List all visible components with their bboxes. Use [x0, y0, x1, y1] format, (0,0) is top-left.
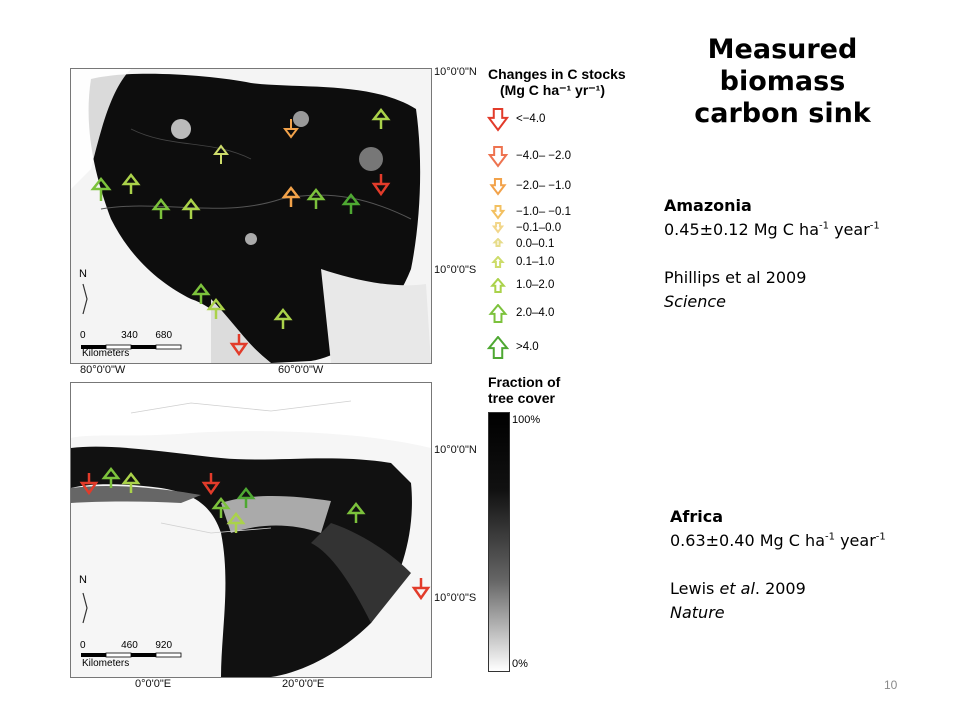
africa-lat-top: 10°0'0"N: [434, 444, 477, 456]
amazonia-citation: Phillips et al 2009: [664, 268, 807, 287]
legend-item-label: 1.0–2.0: [516, 279, 555, 291]
africa-map-graphic: N: [71, 383, 431, 677]
africa-scale-unit: Kilometers: [82, 658, 130, 669]
legend-item: −2.0– −1.0: [486, 178, 606, 196]
legend-item: 2.0–4.0: [486, 304, 606, 324]
amazonia-map-graphic: N: [71, 69, 431, 363]
arrow-down-icon: [486, 108, 510, 132]
legend-item-label: −1.0– −0.1: [516, 205, 571, 218]
legend-item-label: 0.0–0.1: [516, 238, 555, 250]
amazonia-info: Amazonia 0.45±0.12 Mg C ha-1 year-1 Phil…: [664, 194, 880, 314]
legend-item: <−4.0: [486, 108, 606, 132]
legend-item-label: −4.0– −2.0: [516, 150, 571, 162]
arrow-up-icon: [492, 238, 504, 247]
africa-lon-right: 20°0'0"E: [282, 678, 325, 690]
amazonia-lon-right: 60°0'0"W: [278, 364, 324, 376]
amazonia-heading: Amazonia: [664, 196, 752, 215]
legend-item: >4.0: [486, 336, 606, 360]
arrow-up-icon: [486, 336, 510, 359]
africa-rate: 0.63±0.40 Mg C ha-1 year-1: [670, 531, 886, 550]
africa-lat-bottom: 10°0'0"S: [434, 592, 477, 604]
legend-item: −0.1–0.0: [486, 222, 606, 234]
amazonia-north-arrow: N: [79, 268, 88, 315]
legend-item-label: 0.1–1.0: [516, 256, 555, 268]
legend-title: Changes in C stocks (Mg C ha⁻¹ yr⁻¹): [488, 66, 626, 98]
svg-text:N: N: [79, 268, 87, 280]
legend-item-label: >4.0: [516, 341, 539, 353]
legend-item: −4.0– −2.0: [486, 146, 606, 168]
africa-scale-bar: [81, 652, 182, 658]
africa-north-arrow: N: [79, 574, 88, 624]
legend-item-label: −0.1–0.0: [516, 222, 562, 234]
cover-min-label: 0%: [512, 658, 528, 670]
amazonia-lon-left: 80°0'0"W: [80, 364, 126, 376]
arrow-up-icon: [490, 278, 506, 293]
slide-title: Measured biomass carbon sink: [694, 34, 871, 129]
africa-arrows: [79, 466, 431, 601]
legend-item-label: −2.0– −1.0: [516, 180, 571, 192]
legend-item: 0.0–0.1: [486, 238, 606, 250]
amazonia-scale-bar: [81, 344, 182, 350]
svg-text:N: N: [79, 574, 87, 586]
legend-item: 1.0–2.0: [486, 278, 606, 294]
amazonia-arrows: [90, 107, 391, 357]
amazonia-scale-unit: Kilometers: [82, 348, 130, 359]
arrow-down-icon: [491, 222, 505, 234]
amazonia-lat-bottom: 10°0'0"S: [434, 264, 477, 276]
africa-map: N: [70, 382, 432, 678]
africa-lon-left: 0°0'0"E: [135, 678, 172, 690]
amazonia-journal: Science: [664, 292, 727, 311]
africa-heading: Africa: [670, 507, 723, 526]
arrow-up-icon: [488, 304, 508, 323]
page-number: 10: [884, 678, 898, 692]
arrow-up-icon: [491, 256, 505, 268]
africa-journal: Nature: [670, 603, 725, 622]
legend-item: 0.1–1.0: [486, 256, 606, 269]
arrow-down-icon: [490, 205, 506, 220]
africa-citation: Lewis et al. 2009: [670, 579, 806, 598]
legend-item: −1.0– −0.1: [486, 205, 606, 220]
amazonia-lat-top: 10°0'0"N: [434, 66, 477, 78]
amazonia-map: N: [70, 68, 432, 364]
amazonia-scale-labels: 0 340 680: [80, 330, 173, 341]
amazonia-rate: 0.45±0.12 Mg C ha-1 year-1: [664, 220, 880, 239]
legend-item-label: <−4.0: [516, 113, 546, 125]
legend-item-label: 2.0–4.0: [516, 307, 555, 319]
cover-max-label: 100%: [512, 414, 541, 426]
africa-info: Africa 0.63±0.40 Mg C ha-1 year-1 Lewis …: [670, 505, 886, 625]
arrow-down-icon: [487, 146, 509, 168]
cover-legend-title: Fraction of tree cover: [488, 374, 561, 406]
africa-scale-labels: 0 460 920: [80, 640, 173, 651]
tree-cover-gradient-bar: [488, 412, 510, 672]
arrow-down-icon: [489, 178, 507, 196]
